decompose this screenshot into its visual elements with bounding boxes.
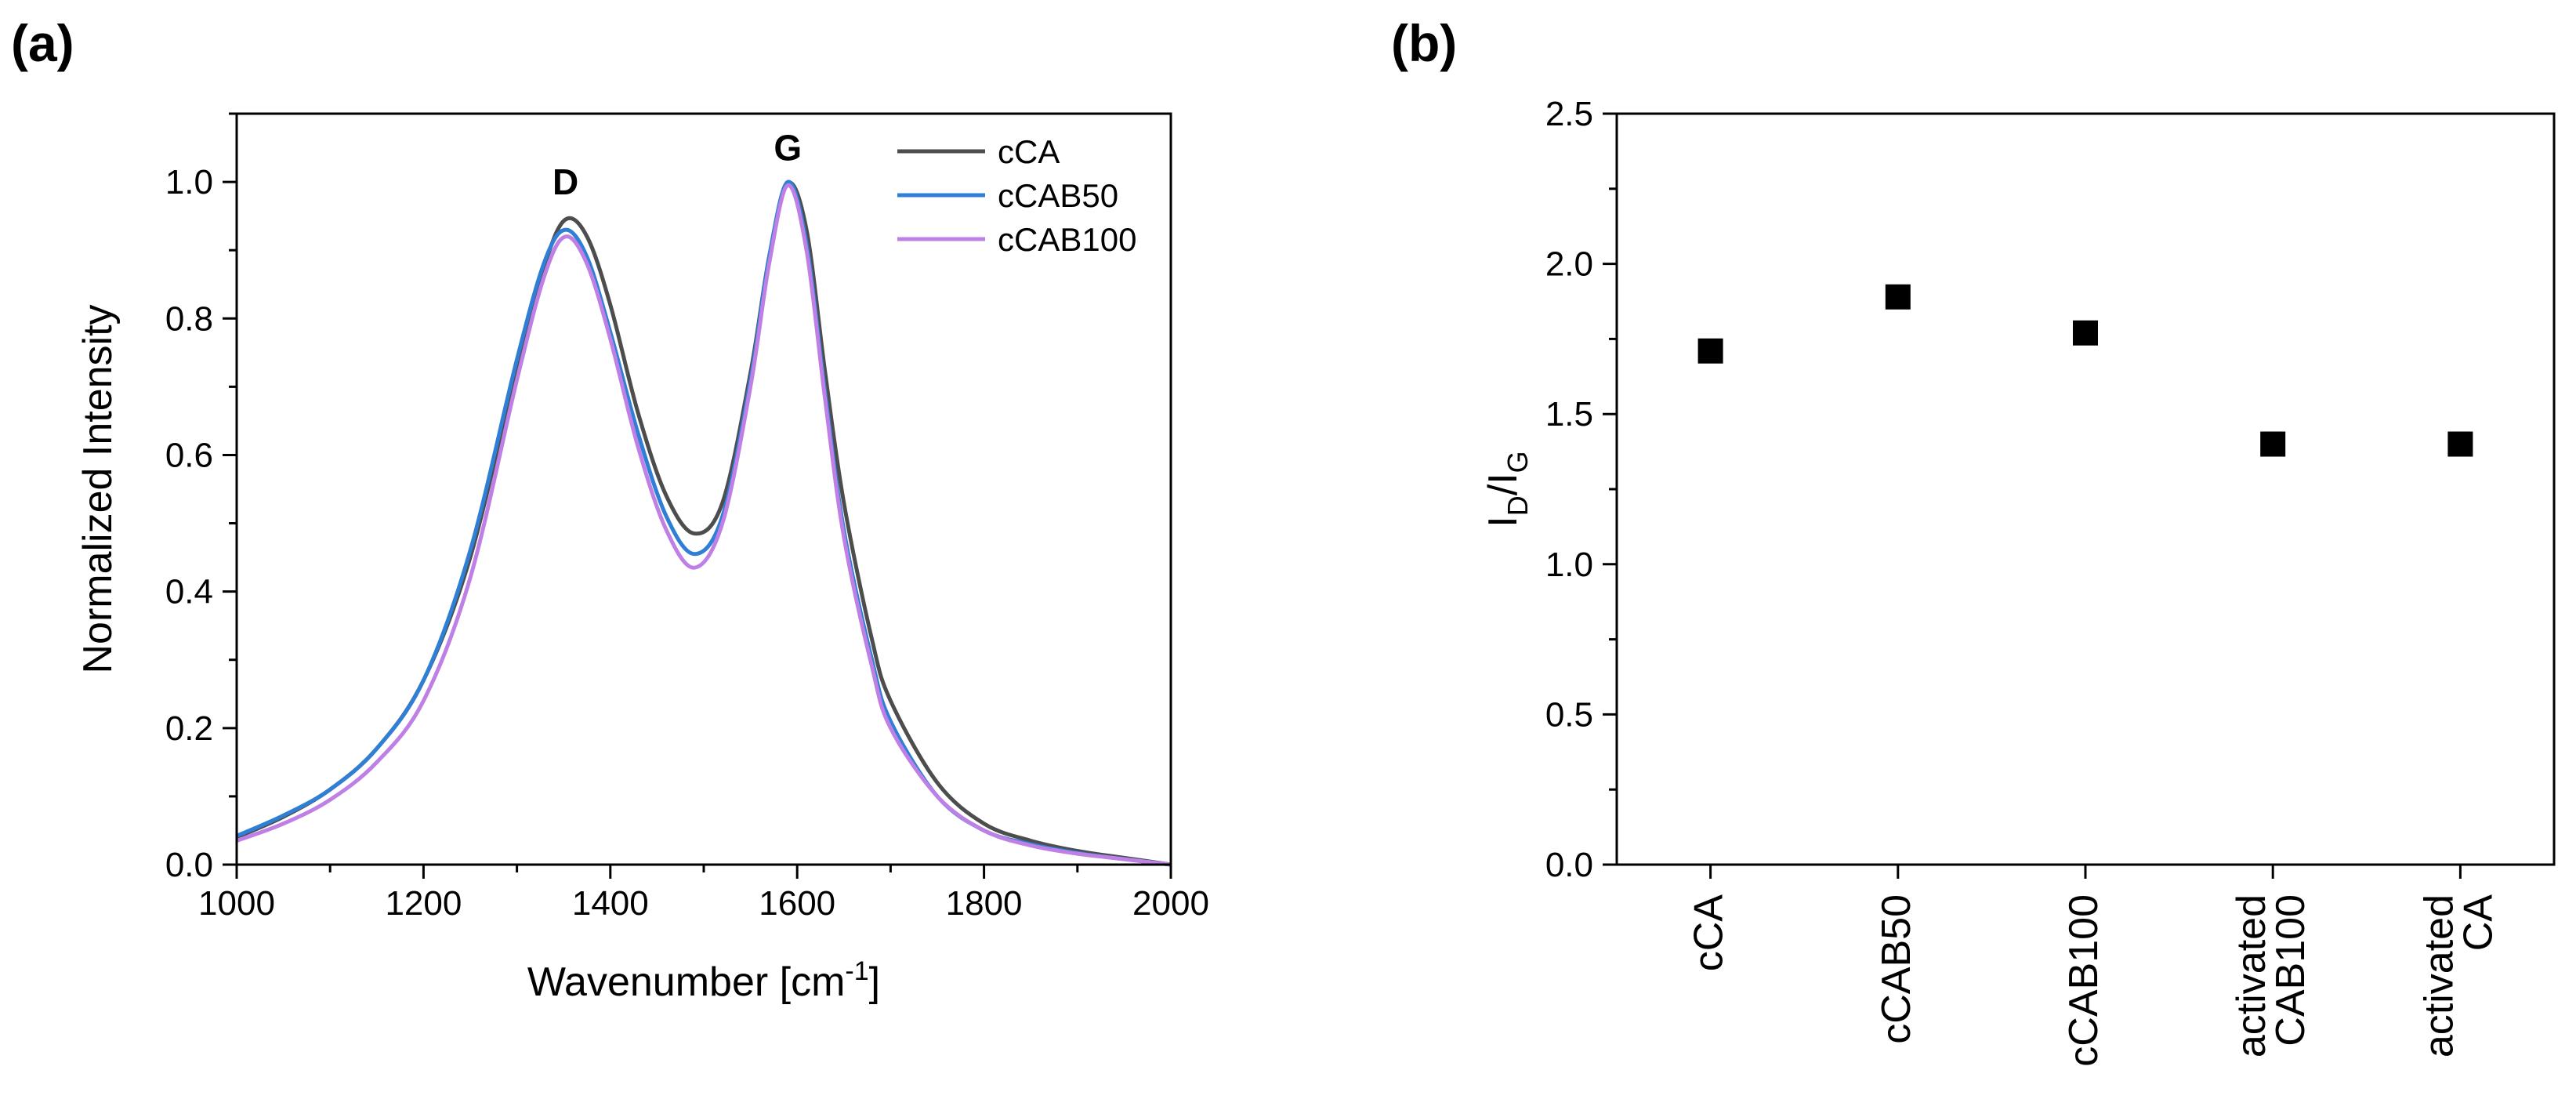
category-label: CAB100 [2268,894,2313,1046]
panel-label-a: (a) [11,14,74,72]
x-tick-label: 1400 [572,884,649,923]
category-label: cCAB50 [1874,894,1919,1044]
ratio-marker [2260,431,2286,457]
y-tick-label: 0.0 [1545,846,1593,884]
raman-spectra-chart: 1000 1200 1400 1600 1800 2000 0.0 0.2 0.4 0.6 0.8 1… [75,112,1209,1005]
y-tick-label: 0.0 [165,846,213,884]
series-line-cCAB100 [236,183,1172,867]
x-tick-label: 1600 [759,884,835,923]
legend: cCA cCAB50 cCAB100 [897,133,1136,258]
y-tick-label: 0.8 [165,299,213,338]
intensity-ratio-chart: 0.0 0.5 1.0 1.5 2.0 2.5 cCA cCAB50 cCAB100 activ… [1480,95,2556,1067]
y-tick-label: 2.0 [1545,245,1593,284]
y-tick-label: 1.0 [1545,546,1593,584]
category-label: activated [2229,894,2274,1057]
category-label: cCA [1687,894,1732,972]
ratio-markers [1697,284,2473,457]
axis-ticks-a: 1000 1200 1400 1600 1800 2000 0.0 0.2 0.4 0.6 0.8 1… [165,112,1209,923]
x-tick-label: 1800 [946,884,1023,923]
category-label: activated [2416,894,2462,1057]
peak-annotations: DG [553,128,802,203]
y-tick-label: 0.5 [1545,695,1593,734]
peak-label-D: D [553,161,578,202]
category-label: CA [2455,894,2501,952]
y-tick-label: 1.0 [165,163,213,201]
x-tick-label: 2000 [1132,884,1209,923]
legend-label-cCA: cCA [998,133,1060,170]
ratio-marker [1697,338,1723,364]
ratio-marker [2073,320,2098,346]
panel-label-b: (b) [1391,14,1457,72]
y-tick-label: 0.2 [165,709,213,748]
y-tick-label: 0.6 [165,436,213,474]
ratio-marker [1885,284,1911,310]
y-tick-label: 0.4 [165,573,213,611]
peak-label-G: G [774,128,802,169]
ratio-marker [2447,431,2473,457]
y-axis-title-a: Normalized Intensity [75,304,121,673]
category-label: cCAB100 [2061,894,2107,1067]
plot-frame-b [1615,112,2556,866]
x-axis-title-a: Wavenumber [cm-1] [527,956,880,1005]
y-tick-label: 2.5 [1545,95,1593,133]
y-tick-label: 1.5 [1545,395,1593,433]
spectra-curves [235,180,1172,867]
x-tick-label: 1000 [198,884,275,923]
legend-label-cCAB50: cCAB50 [998,177,1118,214]
axis-ticks-b: 0.0 0.5 1.0 1.5 2.0 2.5 [1545,95,2462,884]
y-axis-title-b: ID/IG [1480,451,1534,527]
legend-label-cCAB100: cCAB100 [998,221,1136,258]
x-tick-label: 1200 [385,884,462,923]
